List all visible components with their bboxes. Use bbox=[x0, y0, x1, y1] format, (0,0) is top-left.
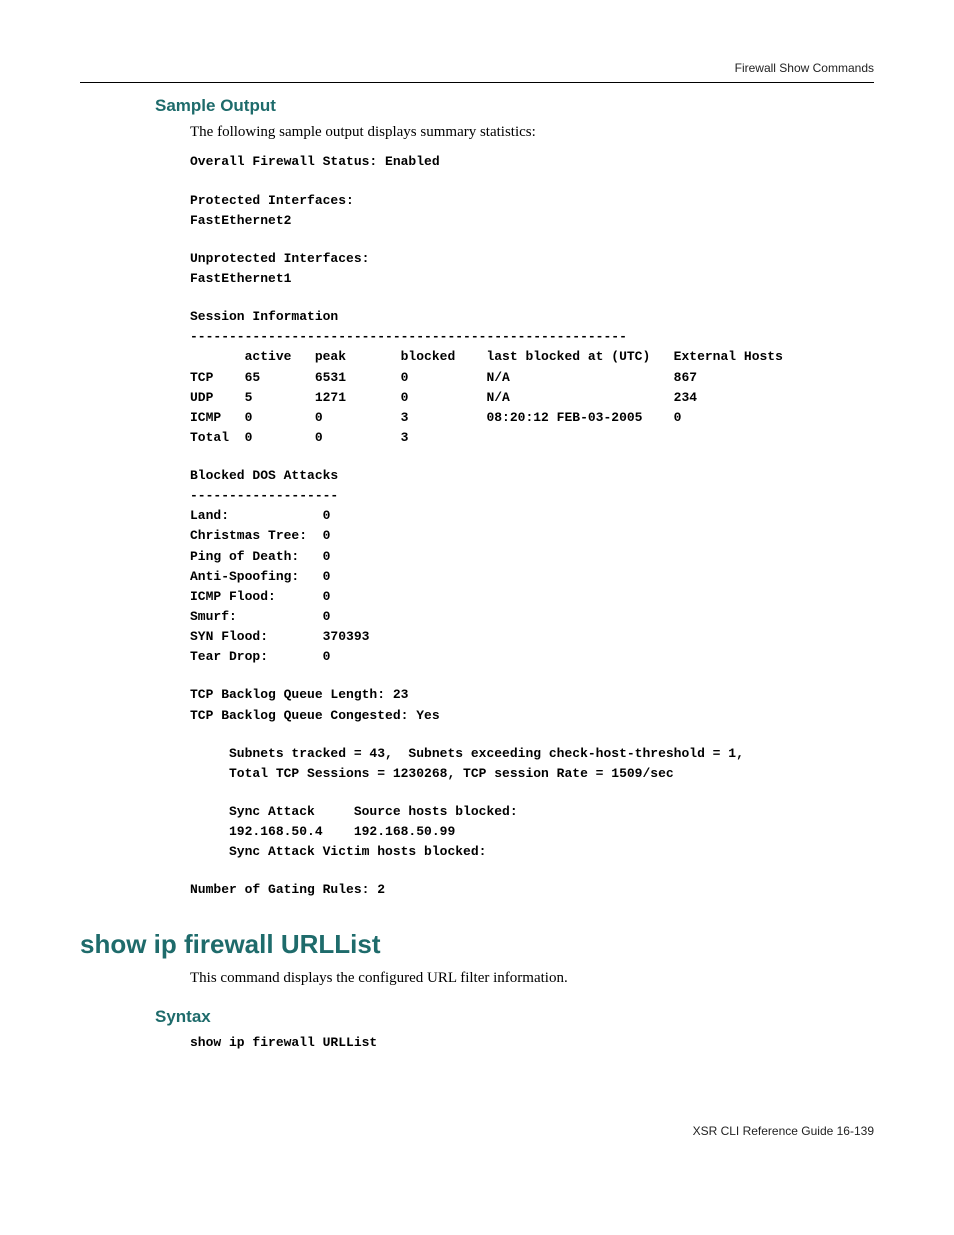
command-description: This command displays the configured URL… bbox=[190, 968, 874, 988]
stats-line1: Subnets tracked = 43, Subnets exceeding … bbox=[190, 744, 874, 764]
dos-rule: ------------------- bbox=[190, 486, 874, 506]
dos-table: Land: 0 Christmas Tree: 0 Ping of Death:… bbox=[190, 506, 874, 667]
stats-line2: Total TCP Sessions = 1230268, TCP sessio… bbox=[190, 764, 874, 784]
unprotected-label: Unprotected Interfaces: bbox=[190, 249, 874, 269]
syntax-heading: Syntax bbox=[155, 1006, 874, 1029]
page-footer: XSR CLI Reference Guide 16-139 bbox=[0, 1093, 954, 1169]
session-header: Session Information bbox=[190, 307, 874, 327]
syntax-text: show ip firewall URLList bbox=[190, 1033, 874, 1053]
header-rule bbox=[80, 82, 874, 83]
sample-output-intro: The following sample output displays sum… bbox=[190, 122, 874, 142]
gating-rules: Number of Gating Rules: 2 bbox=[190, 880, 874, 900]
unprotected-value: FastEthernet1 bbox=[190, 269, 874, 289]
sync-line1: Sync Attack Source hosts blocked: bbox=[190, 802, 874, 822]
session-rule: ----------------------------------------… bbox=[190, 327, 874, 347]
session-table: active peak blocked last blocked at (UTC… bbox=[190, 347, 874, 448]
sync-line2: 192.168.50.4 192.168.50.99 bbox=[190, 822, 874, 842]
sample-output-heading: Sample Output bbox=[155, 95, 874, 118]
dos-header: Blocked DOS Attacks bbox=[190, 466, 874, 486]
page-header-right: Firewall Show Commands bbox=[80, 60, 874, 76]
backlog-len: TCP Backlog Queue Length: 23 bbox=[190, 685, 874, 705]
command-title: show ip firewall URLList bbox=[80, 927, 874, 962]
protected-value: FastEthernet2 bbox=[190, 211, 874, 231]
sync-line3: Sync Attack Victim hosts blocked: bbox=[190, 842, 874, 862]
status-line: Overall Firewall Status: Enabled bbox=[190, 152, 874, 172]
backlog-cong: TCP Backlog Queue Congested: Yes bbox=[190, 706, 874, 726]
protected-label: Protected Interfaces: bbox=[190, 191, 874, 211]
